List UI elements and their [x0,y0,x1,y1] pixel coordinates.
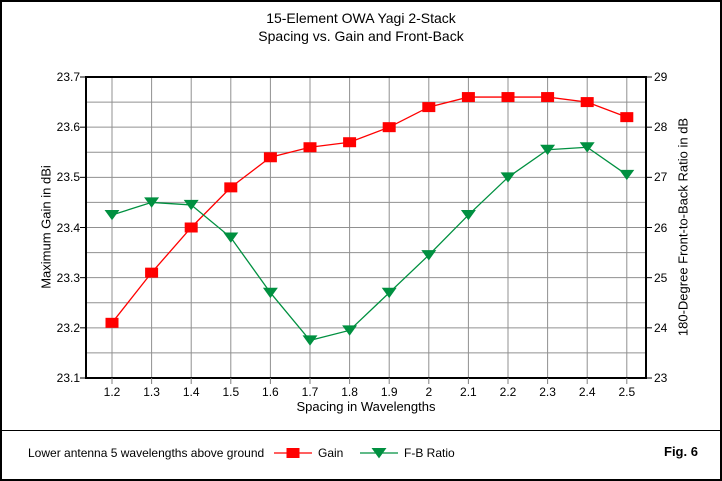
fb-ratio-data-point [500,172,516,183]
gain-data-point [620,112,634,123]
fb-ratio-data-point [381,287,397,299]
fb-ratio-data-point [104,209,120,221]
gain-data-point [580,97,594,108]
fb-ratio-data-point [262,287,278,299]
gain-data-point [343,137,357,148]
x-axis-tick-label: 1.3 [143,385,160,399]
y-axis-right-tick-label: 23 [654,371,668,385]
gain-data-point [501,92,515,103]
fb-ratio-data-point [342,325,358,336]
x-axis-tick-label: 1.9 [380,385,398,399]
y-axis-left-tick-label: 23.2 [56,320,80,335]
fb-ratio-data-point [223,232,239,243]
gain-data-point [145,267,159,278]
x-axis-tick-label: 2.4 [578,385,596,399]
fb-ratio-data-point [421,250,437,261]
gain-data-point [303,142,317,153]
x-axis-tick-label: 1.8 [341,385,358,399]
chart-subtitle: Spacing vs. Gain and Front-Back [258,28,464,44]
chart-title: 15-Element OWA Yagi 2-Stack [266,10,456,26]
x-axis-tick-label: 1.6 [262,385,279,399]
y-axis-right-tick-label: 26 [654,220,668,235]
fb-ratio-data-point [540,144,556,156]
gain-data-point [263,152,277,163]
figure-label: Fig. 6 [664,444,698,459]
y-axis-left-tick-label: 23.5 [56,170,80,185]
x-axis-tick-label: 1.4 [182,385,200,399]
y-axis-right-tick-label: 25 [654,270,668,285]
fb-ratio-data-point [371,448,387,459]
x-axis-title: Spacing in Wavelengths [296,399,436,414]
gain-legend-marker-icon [274,448,312,458]
gain-data-point [541,92,555,103]
fb-ratio-data-point [183,199,199,211]
x-axis-tick-label: 1.2 [103,385,121,399]
gain-data-point [286,448,300,458]
fb-ratio-data-point [302,335,318,346]
x-axis-tick-label: 2 [425,385,433,399]
fb-ratio-data-point [579,142,595,153]
gain-data-point [105,317,119,328]
legend-item-fb-ratio: F-B Ratio [360,445,455,461]
fb-ratio-legend-marker-icon [360,448,398,459]
x-axis-tick-label: 2.1 [460,385,477,399]
x-axis-tick-label: 1.5 [222,385,240,399]
x-axis-tick-label: 2.5 [618,385,636,399]
legend-label-fb-ratio: F-B Ratio [404,446,455,460]
legend-label-gain: Gain [318,446,344,460]
gain-data-point [382,122,396,133]
y-axis-left-tick-label: 23.7 [56,70,80,84]
x-axis-tick-label: 1.7 [301,385,319,399]
fb-ratio-data-point [144,197,160,208]
gain-data-point [184,222,198,233]
y-axis-left-tick-label: 23.6 [56,120,80,135]
gain-data-point [422,102,436,113]
y-axis-right-tick-label: 28 [654,120,668,135]
series-f-b-ratio [104,142,635,346]
y-axis-left-tick-label: 23.1 [56,371,80,385]
y-axis-right-tick-label: 29 [654,70,668,84]
series-gain [105,92,634,328]
x-axis-tick-label: 2.2 [499,385,517,399]
legend-item-gain: Gain [274,445,343,461]
y-axis-left-tick-label: 23.4 [56,220,80,235]
gain-data-point [224,182,238,193]
y-axis-left-tick-label: 23.3 [56,270,80,285]
fb-ratio-data-point [460,209,476,221]
y-axis-right-tick-label: 24 [654,320,668,335]
footer-note: Lower antenna 5 wavelengths above ground [28,446,265,460]
y-axis-right-tick-label: 27 [654,170,668,185]
gain-data-point [461,92,475,103]
x-axis-tick-label: 2.3 [539,385,556,399]
fb-ratio-data-point [619,169,635,181]
footer-divider [2,430,720,431]
